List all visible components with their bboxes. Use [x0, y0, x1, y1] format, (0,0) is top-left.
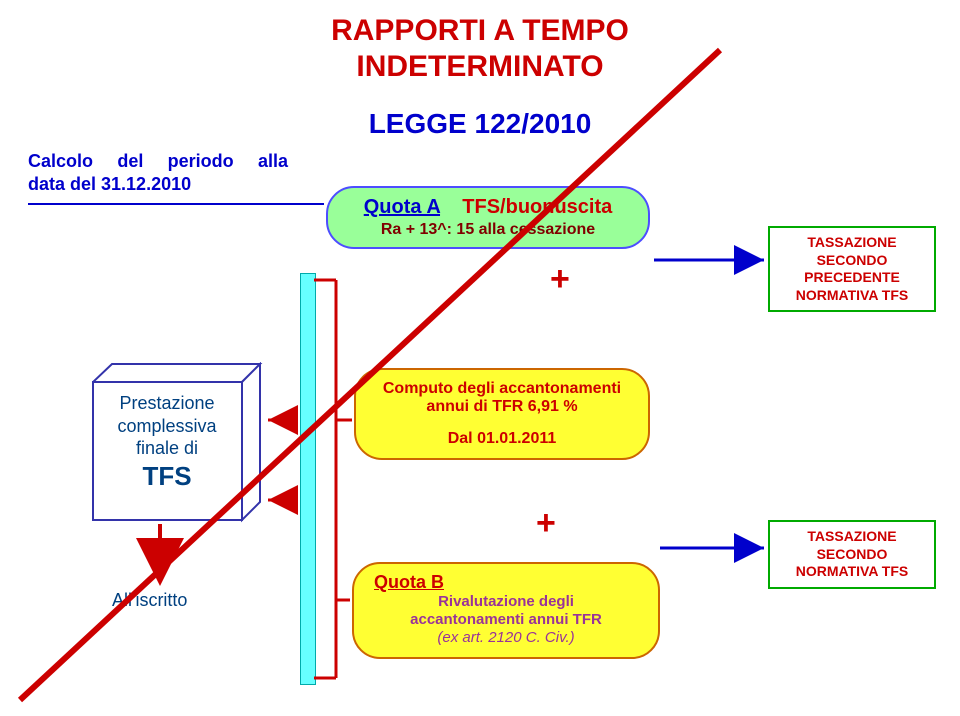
calc-period-l1: Calcolo del periodo alla	[28, 150, 288, 173]
tax2-l1: TASSAZIONE	[778, 528, 926, 546]
computo-l2: annui di TFR 6,91 %	[372, 398, 632, 416]
cyan-bar	[300, 273, 316, 685]
title-line2: INDETERMINATO	[0, 50, 960, 84]
subtitle: LEGGE 122/2010	[0, 108, 960, 140]
quota-b-l2: accantonamenti annui TFR	[368, 611, 644, 629]
quota-a-box: Quota A TFS/buonuscita Ra + 13^: 15 alla…	[326, 186, 650, 249]
tax2-l2: SECONDO	[778, 546, 926, 564]
quota-a-line1: Quota A TFS/buonuscita	[342, 196, 634, 219]
quota-a-name: TFS/buonuscita	[462, 196, 612, 218]
plus-b: +	[536, 504, 556, 543]
iscritto-label: All'iscritto	[112, 590, 187, 611]
tax-box-2: TASSAZIONE SECONDO NORMATIVA TFS	[768, 520, 936, 589]
quota-b-l1: Rivalutazione degli	[368, 593, 644, 611]
prest-l2: complessiva	[100, 415, 234, 438]
prest-l4: TFS	[100, 460, 234, 493]
tax1-l4: NORMATIVA TFS	[778, 287, 926, 305]
calc-period-label: Calcolo del periodo alla data del 31.12.…	[28, 150, 288, 195]
quota-b-label: Quota B	[374, 572, 644, 593]
prest-l3: finale di	[100, 437, 234, 460]
computo-box: Computo degli accantonamenti annui di TF…	[354, 368, 650, 460]
quota-a-label: Quota A	[364, 196, 440, 218]
tax1-l3: PRECEDENTE	[778, 269, 926, 287]
tax1-l1: TASSAZIONE	[778, 234, 926, 252]
tax-box-1: TASSAZIONE SECONDO PRECEDENTE NORMATIVA …	[768, 226, 936, 312]
prestazione-label: Prestazione complessiva finale di TFS	[100, 392, 234, 492]
prest-l1: Prestazione	[100, 392, 234, 415]
title-line1: RAPPORTI A TEMPO	[0, 14, 960, 48]
quota-b-l3: (ex art. 2120 C. Civ.)	[368, 629, 644, 647]
computo-l3: Dal 01.01.2011	[372, 430, 632, 448]
tax2-l3: NORMATIVA TFS	[778, 563, 926, 581]
tax1-l2: SECONDO	[778, 252, 926, 270]
quota-a-sub: Ra + 13^: 15 alla cessazione	[342, 221, 634, 239]
computo-l1: Computo degli accantonamenti	[372, 380, 632, 398]
plus-a: +	[550, 260, 570, 299]
calc-period-l2: data del 31.12.2010	[28, 173, 288, 196]
quota-b-box: Quota B Rivalutazione degli accantonamen…	[352, 562, 660, 659]
